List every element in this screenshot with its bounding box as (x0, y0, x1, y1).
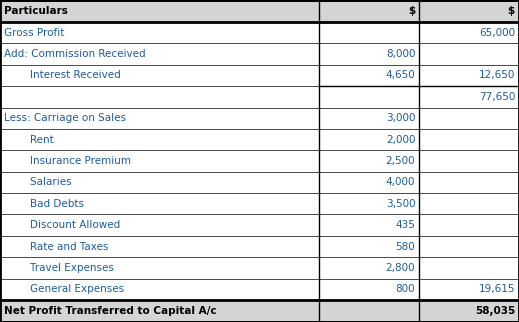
Bar (0, 257, 519, 279)
Bar (0, 279, 519, 300)
Text: Insurance Premium: Insurance Premium (4, 156, 131, 166)
Text: Gross Profit: Gross Profit (4, 28, 64, 38)
Bar (0, 22, 519, 43)
Bar (0, 65, 519, 86)
Text: Bad Debts: Bad Debts (4, 199, 84, 209)
Text: 4,650: 4,650 (386, 71, 415, 80)
Text: Travel Expenses: Travel Expenses (4, 263, 114, 273)
Text: Discount Allowed: Discount Allowed (4, 220, 120, 230)
Text: Add: Commission Received: Add: Commission Received (4, 49, 146, 59)
Text: 4,000: 4,000 (386, 177, 415, 187)
Text: 2,800: 2,800 (386, 263, 415, 273)
Text: 65,000: 65,000 (479, 28, 515, 38)
Text: Rate and Taxes: Rate and Taxes (4, 242, 108, 251)
Text: 8,000: 8,000 (386, 49, 415, 59)
Text: 19,615: 19,615 (479, 284, 515, 294)
Bar (0, 150, 519, 172)
Text: Salaries: Salaries (4, 177, 72, 187)
Text: 580: 580 (395, 242, 415, 251)
Text: Interest Received: Interest Received (4, 71, 121, 80)
Bar (0, 172, 519, 193)
Text: 435: 435 (395, 220, 415, 230)
Text: Net Profit Transferred to Capital A/c: Net Profit Transferred to Capital A/c (4, 306, 216, 316)
Text: General Expenses: General Expenses (4, 284, 124, 294)
Bar (0, 0, 519, 22)
Text: 12,650: 12,650 (479, 71, 515, 80)
Text: $: $ (408, 6, 415, 16)
Text: 3,000: 3,000 (386, 113, 415, 123)
Text: Rent: Rent (4, 135, 54, 145)
Text: Less: Carriage on Sales: Less: Carriage on Sales (4, 113, 126, 123)
Text: 3,500: 3,500 (386, 199, 415, 209)
Text: 800: 800 (395, 284, 415, 294)
Bar (0, 129, 519, 150)
Text: 77,650: 77,650 (479, 92, 515, 102)
Text: $: $ (508, 6, 515, 16)
Bar (0, 214, 519, 236)
Text: 58,035: 58,035 (475, 306, 515, 316)
Bar (0, 43, 519, 65)
Text: Particulars: Particulars (4, 6, 68, 16)
Bar (0, 108, 519, 129)
Bar (0, 236, 519, 257)
Text: 2,000: 2,000 (386, 135, 415, 145)
Bar (0, 86, 519, 108)
Bar (0, 300, 519, 322)
Bar (0, 193, 519, 214)
Text: 2,500: 2,500 (386, 156, 415, 166)
